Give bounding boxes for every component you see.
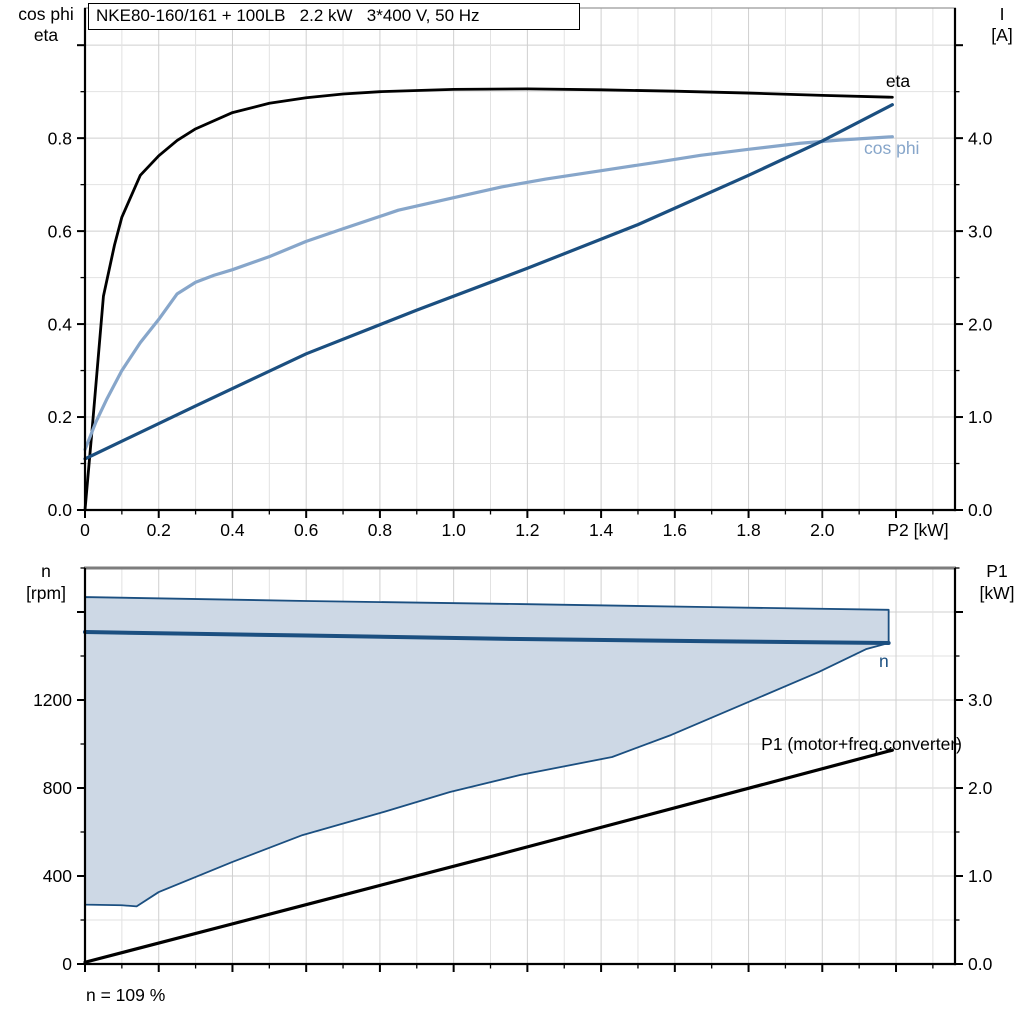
svg-text:1.0: 1.0: [968, 407, 993, 427]
svg-text:0.2: 0.2: [147, 520, 171, 540]
bottom-right-axis-label-kw-unit: [kW]: [979, 583, 1015, 603]
svg-text:0.0: 0.0: [48, 500, 73, 520]
bottom-right-axis-label-p1: P1: [986, 561, 1008, 581]
svg-text:0.8: 0.8: [48, 128, 72, 148]
x-axis-label-p2: P2 [kW]: [887, 520, 949, 540]
svg-text:3.0: 3.0: [968, 221, 993, 241]
footnote-speed-percent: n = 109 %: [86, 985, 166, 1005]
curve-label-cos-phi: cos phi: [864, 138, 920, 158]
svg-text:3.0: 3.0: [968, 690, 993, 710]
svg-text:0.4: 0.4: [48, 314, 73, 334]
svg-text:0.6: 0.6: [294, 520, 318, 540]
curve-label-eta: eta: [885, 71, 911, 91]
curve-label-n: n: [879, 651, 889, 671]
svg-text:2.0: 2.0: [968, 778, 993, 798]
svg-text:0.4: 0.4: [220, 520, 245, 540]
svg-text:1.2: 1.2: [515, 520, 539, 540]
bottom-left-axis-label-speed: n: [41, 561, 51, 581]
svg-text:0.2: 0.2: [48, 407, 72, 427]
svg-text:0.0: 0.0: [968, 954, 993, 974]
bottom-left-axis-label-rpm-unit: [rpm]: [26, 583, 66, 603]
svg-text:1.4: 1.4: [589, 520, 614, 540]
top-right-axis-label-ampere-unit: [A]: [991, 25, 1013, 45]
svg-text:0: 0: [62, 954, 72, 974]
svg-text:4.0: 4.0: [968, 128, 993, 148]
svg-text:0.0: 0.0: [968, 500, 993, 520]
svg-text:800: 800: [43, 778, 72, 798]
svg-text:400: 400: [43, 866, 72, 886]
svg-text:0.8: 0.8: [368, 520, 392, 540]
top-left-axis-label-cos-phi: cos phi: [18, 4, 74, 24]
top-left-axis-label-eta: eta: [33, 25, 59, 45]
svg-text:1.0: 1.0: [968, 866, 993, 886]
svg-text:1.8: 1.8: [736, 520, 760, 540]
svg-text:2.0: 2.0: [968, 314, 993, 334]
top-right-axis-label-current: I: [999, 4, 1005, 24]
svg-text:0: 0: [80, 520, 90, 540]
svg-text:1.0: 1.0: [441, 520, 466, 540]
svg-text:2.0: 2.0: [810, 520, 835, 540]
curve-label-p1: P1 (motor+freq.converter): [761, 734, 962, 754]
chart-title: NKE80-160/161 + 100LB 2.2 kW 3*400 V, 50…: [88, 3, 580, 30]
svg-text:0.6: 0.6: [48, 221, 72, 241]
svg-text:1.6: 1.6: [663, 520, 687, 540]
svg-text:1200: 1200: [33, 690, 72, 710]
